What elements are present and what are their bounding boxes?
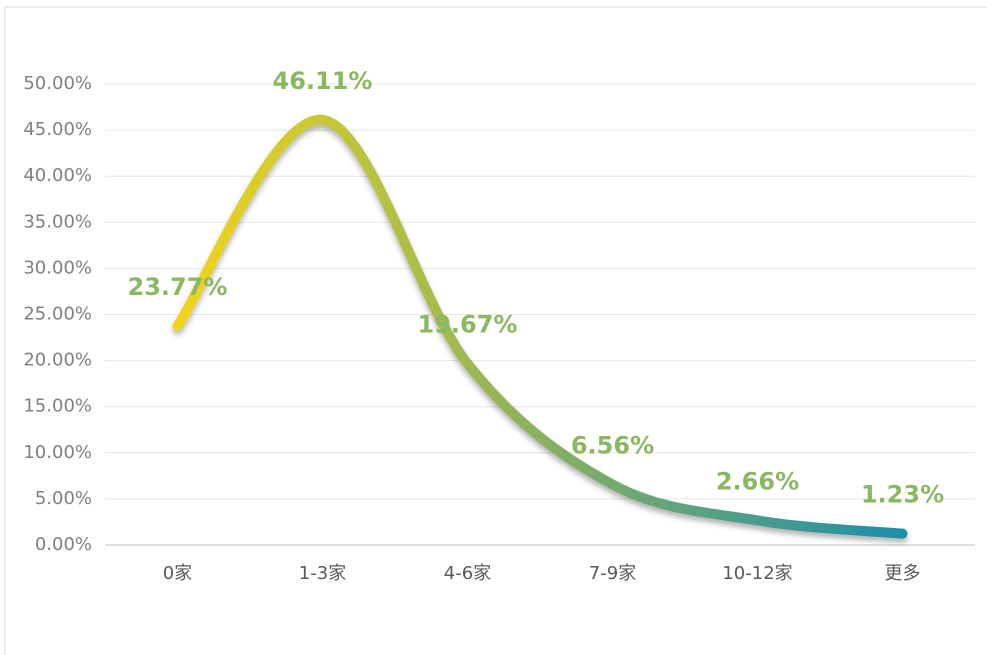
frame (4, 6, 987, 655)
data-label: 6.56% (571, 432, 654, 460)
y-tick-label: 50.00% (23, 73, 92, 94)
y-tick-label: 20.00% (23, 350, 92, 371)
data-label: 2.66% (716, 467, 799, 495)
x-tick-label: 7-9家 (589, 563, 636, 584)
y-tick-label: 30.00% (23, 257, 92, 278)
x-tick-label: 10-12家 (722, 563, 792, 584)
data-label: 19.67% (418, 311, 518, 339)
line (172, 114, 908, 539)
data-label: 46.11% (273, 67, 373, 95)
y-tick-label: 0.00% (35, 534, 92, 555)
data-label: 1.23% (861, 481, 944, 509)
x-tick-label: 4-6家 (444, 563, 491, 584)
x-tick-label: 1-3家 (299, 563, 346, 584)
x-tick-label: 更多 (885, 563, 921, 584)
y-tick-label: 45.00% (23, 119, 92, 140)
y-tick-label: 25.00% (23, 304, 92, 325)
data-label: 23.77% (128, 273, 228, 301)
x-tick-label: 0家 (163, 563, 192, 584)
y-tick-label: 10.00% (23, 442, 92, 463)
y-tick-label: 40.00% (23, 165, 92, 186)
y-tick-label: 35.00% (23, 211, 92, 232)
y-tick-label: 15.00% (23, 396, 92, 417)
y-tick-label: 5.00% (35, 488, 92, 509)
